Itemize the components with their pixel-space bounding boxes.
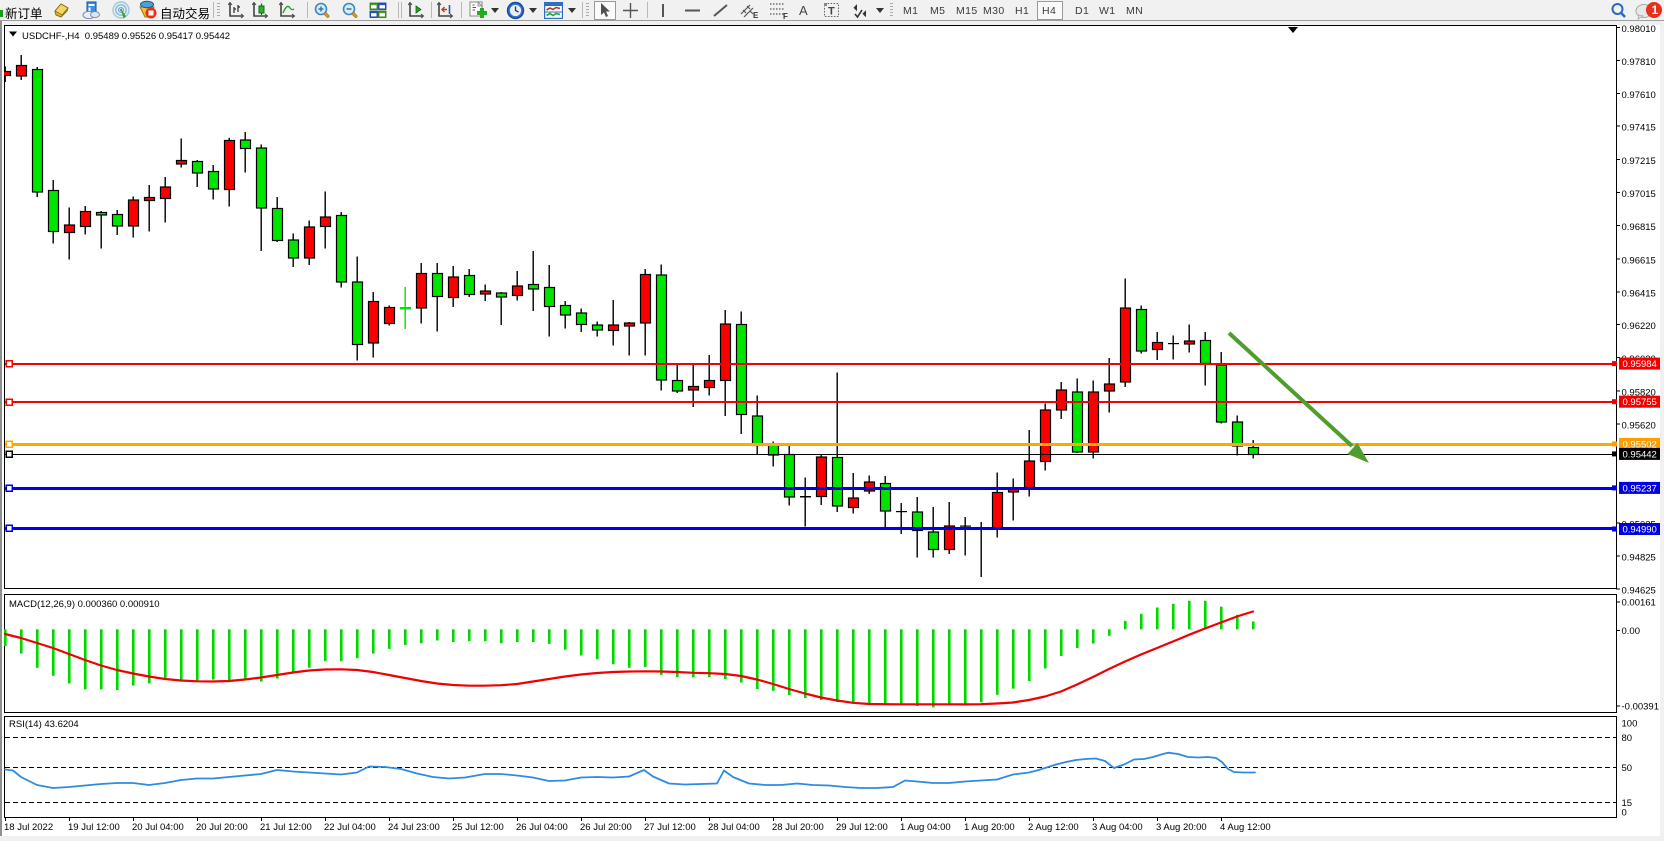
svg-text:0.96415: 0.96415	[1622, 289, 1656, 300]
svg-text:0.95237: 0.95237	[1623, 483, 1657, 494]
svg-text:4 Aug 12:00: 4 Aug 12:00	[1220, 822, 1271, 833]
svg-text:E: E	[753, 11, 759, 20]
svg-text:-0.00391: -0.00391	[1622, 702, 1660, 713]
svg-text:28 Jul 04:00: 28 Jul 04:00	[708, 822, 760, 833]
svg-text:USDCHF-,H4 0.95489 0.95526 0.: USDCHF-,H4 0.95489 0.95526 0.95417 0.954…	[22, 31, 230, 42]
svg-text:0.00161: 0.00161	[1622, 598, 1656, 609]
svg-text:18 Jul 2022: 18 Jul 2022	[4, 822, 53, 833]
svg-text:0.97215: 0.97215	[1622, 156, 1656, 167]
svg-text:20 Jul 04:00: 20 Jul 04:00	[132, 822, 184, 833]
svg-text:20 Jul 20:00: 20 Jul 20:00	[196, 822, 248, 833]
svg-text:0.95620: 0.95620	[1622, 421, 1656, 432]
svg-text:0.94825: 0.94825	[1622, 553, 1656, 564]
svg-text:27 Jul 12:00: 27 Jul 12:00	[644, 822, 696, 833]
svg-text:26 Jul 04:00: 26 Jul 04:00	[516, 822, 568, 833]
svg-text:25 Jul 12:00: 25 Jul 12:00	[452, 822, 504, 833]
svg-text:0.95442: 0.95442	[1623, 449, 1657, 460]
svg-text:50: 50	[1622, 763, 1633, 774]
svg-text:0.00: 0.00	[1622, 626, 1641, 637]
svg-text:80: 80	[1622, 733, 1633, 744]
svg-text:1 Aug 04:00: 1 Aug 04:00	[900, 822, 951, 833]
svg-text:0.97610: 0.97610	[1622, 90, 1656, 101]
svg-text:F: F	[783, 12, 788, 20]
svg-text:15: 15	[1622, 798, 1633, 809]
svg-text:0.94625: 0.94625	[1622, 586, 1656, 597]
svg-text:0.94990: 0.94990	[1623, 525, 1657, 536]
svg-text:26 Jul 20:00: 26 Jul 20:00	[580, 822, 632, 833]
svg-text:0.95755: 0.95755	[1623, 397, 1657, 408]
svg-text:0.95502: 0.95502	[1623, 439, 1657, 450]
svg-text:24 Jul 23:00: 24 Jul 23:00	[388, 822, 440, 833]
svg-text:0.97810: 0.97810	[1622, 57, 1656, 68]
svg-text:MACD(12,26,9) 0.000360 0.00091: MACD(12,26,9) 0.000360 0.000910	[9, 599, 160, 610]
svg-text:0.97015: 0.97015	[1622, 189, 1656, 200]
svg-text:0.96615: 0.96615	[1622, 255, 1656, 266]
svg-text:29 Jul 12:00: 29 Jul 12:00	[836, 822, 888, 833]
svg-text:0.96815: 0.96815	[1622, 222, 1656, 233]
svg-text:100: 100	[1622, 719, 1638, 730]
svg-text:2 Aug 12:00: 2 Aug 12:00	[1028, 822, 1079, 833]
svg-text:21 Jul 12:00: 21 Jul 12:00	[260, 822, 312, 833]
svg-text:0.95820: 0.95820	[1622, 387, 1656, 398]
svg-text:0.95984: 0.95984	[1623, 359, 1657, 370]
svg-text:22 Jul 04:00: 22 Jul 04:00	[324, 822, 376, 833]
svg-text:0.98010: 0.98010	[1622, 24, 1656, 35]
svg-text:1: 1	[1652, 3, 1659, 17]
svg-text:0: 0	[1622, 808, 1627, 819]
svg-text:1 Aug 20:00: 1 Aug 20:00	[964, 822, 1015, 833]
svg-text:3 Aug 20:00: 3 Aug 20:00	[1156, 822, 1207, 833]
svg-text:0.96220: 0.96220	[1622, 321, 1656, 332]
svg-text:T: T	[828, 6, 835, 18]
svg-text:0.97415: 0.97415	[1622, 123, 1656, 134]
svg-text:RSI(14) 43.6204: RSI(14) 43.6204	[9, 719, 79, 730]
svg-text:19 Jul 12:00: 19 Jul 12:00	[68, 822, 120, 833]
svg-text:3 Aug 04:00: 3 Aug 04:00	[1092, 822, 1143, 833]
svg-text:28 Jul 20:00: 28 Jul 20:00	[772, 822, 824, 833]
